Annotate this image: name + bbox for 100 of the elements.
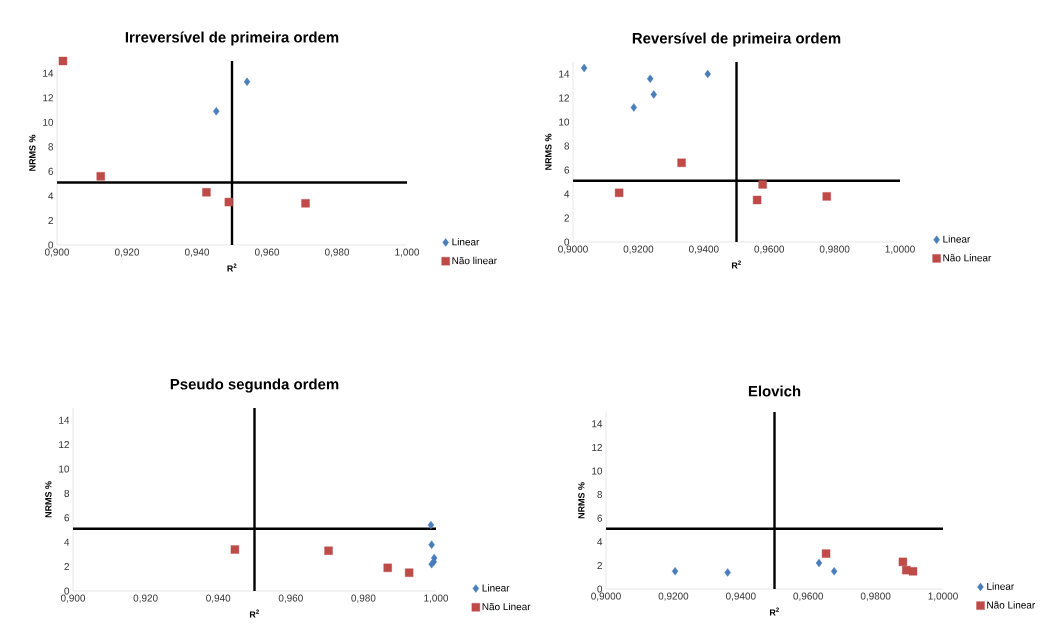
- x-tick-label: 0,9400: [725, 592, 756, 601]
- y-tick-label: 4: [564, 190, 570, 198]
- legend-label: Não Linear: [987, 601, 1036, 609]
- x-tick-label: 0,9000: [591, 592, 621, 601]
- y-axis-title: NRMS %: [45, 481, 52, 518]
- point: [677, 158, 686, 167]
- point: [646, 74, 654, 83]
- point: [650, 90, 657, 99]
- y-tick-label: 6: [597, 514, 603, 522]
- x-tick-label: 0,9200: [658, 592, 689, 601]
- y-tick-label: 10: [43, 118, 54, 126]
- y-tick-label: 0: [597, 585, 603, 593]
- y-tick-label: 4: [48, 192, 54, 200]
- x-tick-label: 0,9600: [793, 592, 824, 601]
- y-tick-label: 8: [597, 491, 603, 499]
- x-tick-label: 1,0000: [885, 245, 915, 254]
- y-tick-label: 14: [59, 416, 70, 424]
- point: [383, 563, 392, 572]
- y-axis-title: NRMS %: [578, 482, 585, 519]
- y-tick-label: 12: [43, 94, 53, 102]
- y-tick-label: 14: [592, 420, 603, 428]
- point: [243, 77, 251, 87]
- point: [822, 192, 831, 201]
- y-tick-label: 0: [564, 238, 570, 246]
- point: [58, 56, 68, 66]
- point: [427, 520, 435, 530]
- point: [202, 188, 211, 197]
- y-tick-label: 8: [48, 143, 54, 151]
- point: [724, 568, 731, 577]
- legend-label: Não Linear: [482, 602, 531, 611]
- point: [758, 180, 767, 189]
- x-tick-label: 0,920: [114, 248, 140, 257]
- x-tick-label: 1,000: [395, 248, 420, 257]
- x-tick-label: 0,940: [184, 248, 210, 257]
- point: [898, 557, 908, 567]
- y-tick-label: 2: [564, 214, 569, 222]
- y-tick-label: 0: [48, 241, 54, 249]
- point: [96, 172, 105, 181]
- x-tick-label: 0,920: [133, 594, 158, 603]
- point: [614, 188, 624, 197]
- x-axis-title: R$^{2}$: [227, 263, 237, 272]
- x-tick-label: 0,9800: [860, 592, 891, 601]
- y-axis-title: NRMS %: [545, 133, 552, 170]
- chart-title: Irreversível de primeira ordem: [125, 31, 339, 46]
- point: [821, 549, 831, 558]
- legend-label: Não Linear: [943, 254, 992, 262]
- x-tick-label: 1,0000: [928, 592, 958, 601]
- y-tick-label: 12: [559, 94, 569, 102]
- x-tick-label: 0,960: [254, 248, 280, 257]
- y-tick-label: 6: [64, 514, 70, 522]
- y-tick-label: 6: [564, 166, 570, 174]
- x-tick-label: 0,940: [206, 594, 231, 603]
- point: [908, 567, 918, 576]
- y-tick-label: 4: [597, 538, 603, 546]
- chart-title: Reversível de primeira ordem: [632, 32, 841, 47]
- point: [830, 567, 838, 576]
- x-axis-title: R$^{2}$: [249, 609, 259, 618]
- point: [213, 107, 220, 116]
- x-tick-label: 0,980: [351, 594, 376, 603]
- legend-label: Não linear: [452, 256, 497, 265]
- x-tick-label: 0,9800: [819, 245, 850, 254]
- x-tick-label: 0,960: [278, 594, 303, 603]
- y-tick-label: 2: [597, 561, 602, 569]
- point: [301, 199, 310, 208]
- point: [630, 103, 638, 112]
- y-tick-label: 14: [559, 70, 570, 78]
- y-tick-label: 12: [59, 441, 69, 449]
- y-tick-label: 10: [559, 118, 570, 126]
- y-tick-label: 10: [59, 465, 70, 473]
- point: [704, 69, 711, 79]
- y-tick-label: 8: [64, 489, 70, 497]
- x-axis-title: R$^{2}$: [769, 607, 779, 616]
- y-tick-label: 10: [592, 467, 603, 475]
- legend-label: Linear: [987, 582, 1015, 590]
- y-tick-label: 2: [48, 216, 53, 224]
- chart-title: Pseudo segunda ordem: [170, 378, 339, 393]
- legend-label: Linear: [943, 235, 971, 243]
- x-tick-label: 0,9200: [623, 245, 654, 254]
- x-tick-label: 0,980: [324, 248, 350, 257]
- y-tick-label: 8: [564, 142, 570, 150]
- x-tick-label: 0,9600: [754, 245, 785, 254]
- x-tick-label: 1,000: [424, 594, 449, 603]
- point: [224, 197, 234, 207]
- point: [752, 195, 762, 205]
- point: [404, 568, 414, 577]
- point: [230, 545, 240, 554]
- chart-title: Elovich: [748, 385, 801, 397]
- y-tick-label: 12: [592, 443, 602, 451]
- y-tick-label: 0: [64, 587, 70, 595]
- point: [580, 63, 588, 73]
- legend-label: Linear: [482, 584, 510, 592]
- point: [428, 540, 435, 549]
- legend-label: Linear: [452, 238, 480, 246]
- y-tick-label: 4: [64, 538, 70, 546]
- x-tick-label: 0,9000: [558, 245, 588, 254]
- point: [671, 567, 679, 576]
- point: [324, 546, 333, 555]
- point: [815, 558, 823, 568]
- x-tick-label: 0,900: [60, 594, 86, 603]
- x-tick-label: 0,9400: [688, 245, 719, 254]
